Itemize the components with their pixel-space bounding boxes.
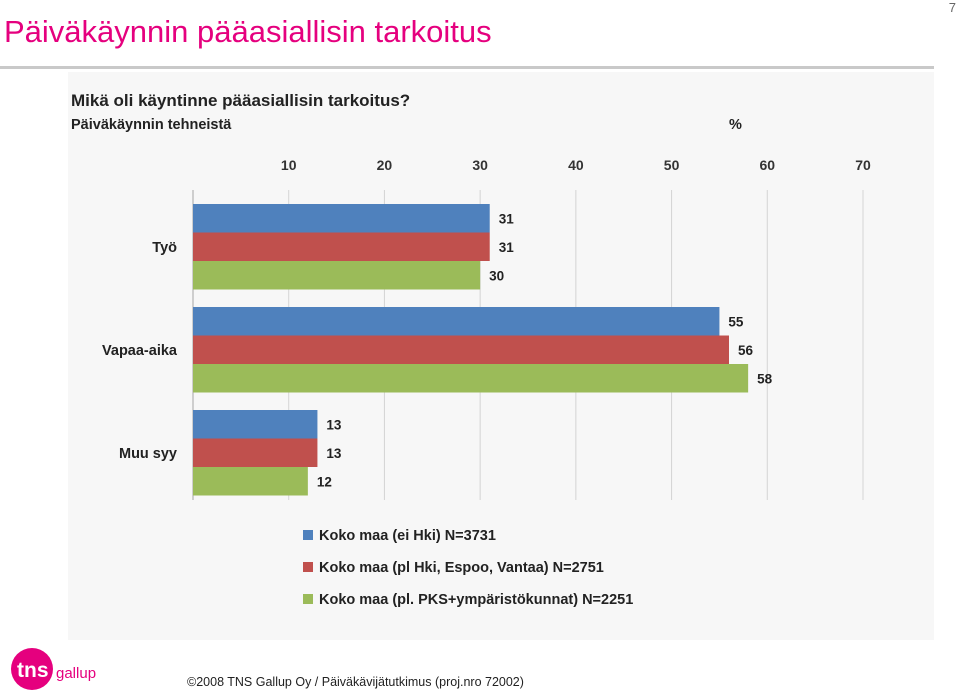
page-number: 7 [948, 0, 956, 15]
bar-chart: Mikä oli käyntinne pääasiallisin tarkoit… [71, 91, 871, 608]
bar [193, 467, 308, 496]
svg-text:tns: tns [17, 659, 49, 682]
bar [193, 335, 729, 364]
data-label: 13 [326, 417, 342, 432]
bar [193, 307, 720, 336]
bar [193, 261, 481, 290]
legend-label: Koko maa (ei Hki) N=3731 [319, 528, 496, 544]
data-label: 30 [489, 268, 504, 283]
bar [193, 410, 318, 439]
chart-subtitle: Päiväkäynnin tehneistä [71, 117, 232, 133]
category-label: Vapaa-aika [102, 343, 178, 359]
legend-label: Koko maa (pl. PKS+ympäristökunnat) N=225… [319, 592, 633, 608]
bar [193, 232, 490, 261]
bar [193, 204, 490, 233]
x-tick-label: 70 [855, 157, 871, 173]
data-label: 12 [317, 474, 332, 489]
category-label: Muu syy [119, 446, 177, 462]
x-tick-label: 30 [472, 157, 488, 173]
slide-title: Päiväkäynnin pääasiallisin tarkoitus [4, 14, 492, 49]
data-label: 13 [326, 446, 342, 461]
legend-swatch [303, 594, 313, 604]
bar [193, 438, 318, 467]
data-label: 31 [499, 240, 515, 255]
legend-label: Koko maa (pl Hki, Espoo, Vantaa) N=2751 [319, 560, 604, 576]
footer-copyright: ©2008 TNS Gallup Oy / Päiväkävijätutkimu… [187, 675, 524, 689]
data-label: 55 [728, 314, 744, 329]
tns-gallup-logo: tns gallup [11, 648, 96, 690]
bar [193, 364, 749, 393]
legend-swatch [303, 562, 313, 572]
x-tick-label: 40 [568, 157, 584, 173]
svg-text:gallup: gallup [56, 665, 96, 682]
x-tick-label: 60 [759, 157, 775, 173]
x-tick-label: 10 [281, 157, 297, 173]
data-label: 58 [757, 371, 773, 386]
chart-title: Mikä oli käyntinne pääasiallisin tarkoit… [71, 91, 410, 110]
x-tick-label: 50 [664, 157, 680, 173]
data-label: 56 [738, 343, 754, 358]
title-divider [0, 66, 934, 69]
x-tick-label: 20 [377, 157, 393, 173]
legend-swatch [303, 530, 313, 540]
category-label: Työ [152, 240, 177, 256]
chart-panel: Mikä oli käyntinne pääasiallisin tarkoit… [68, 72, 934, 640]
data-label: 31 [499, 211, 515, 226]
unit-label: % [729, 117, 742, 133]
